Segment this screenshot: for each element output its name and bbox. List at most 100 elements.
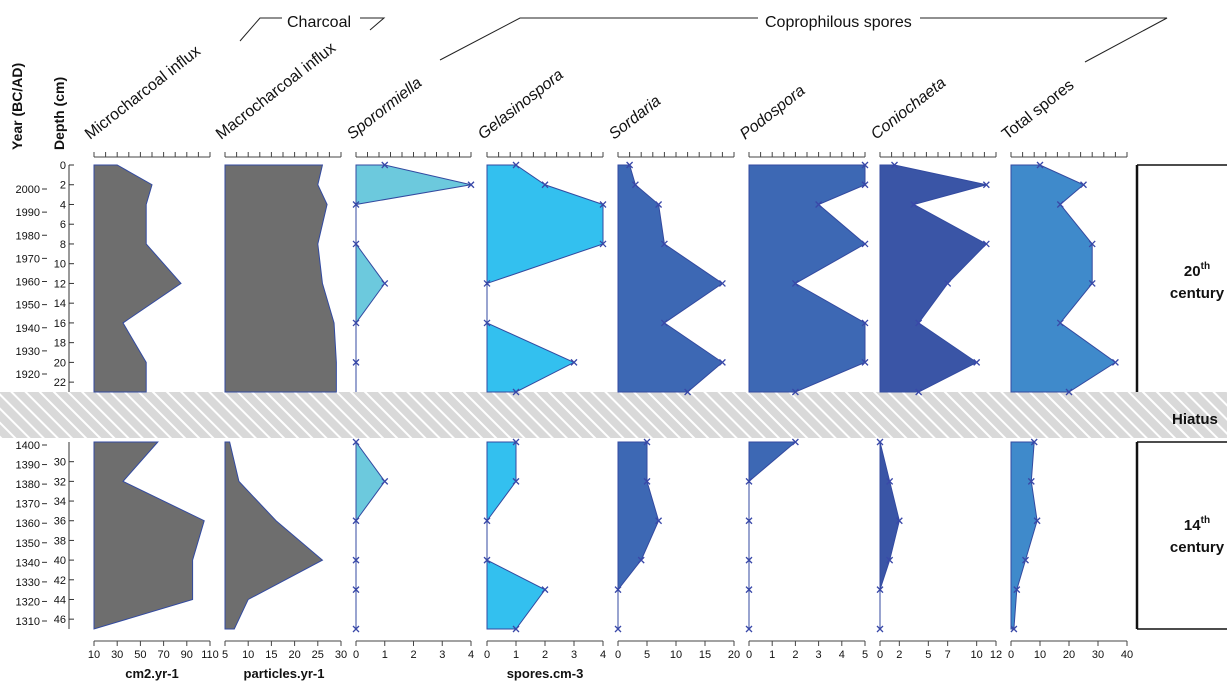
hiatus-band	[0, 392, 1227, 438]
data-point	[1056, 319, 1064, 327]
depth-tick-label: 40	[54, 555, 66, 567]
area-lower	[1010, 441, 1038, 630]
year-tick-label: 1370	[16, 499, 40, 511]
data-point	[643, 438, 651, 446]
panel-microcharcoal-influx: 10 30 50 70 90 110 Microcharcoal influx	[82, 43, 219, 661]
data-point	[352, 438, 360, 446]
series-label: Sporormiella	[344, 74, 425, 143]
data-point	[1088, 240, 1096, 248]
data-point	[982, 181, 990, 189]
unit-label-macro: particles.yr-1	[244, 666, 325, 681]
panel-tick-label: 4	[600, 649, 606, 661]
panel-tick-label: 1	[513, 649, 519, 661]
depth-tick-label: 10	[54, 259, 66, 271]
panel-tick-label: 10	[242, 649, 254, 661]
panel-tick-label: 15	[265, 649, 277, 661]
panel-tick-label: 0	[484, 649, 490, 661]
depth-tick-label: 14	[54, 298, 66, 310]
panel-tick-label: 25	[312, 649, 324, 661]
data-point	[1111, 358, 1119, 366]
data-point	[886, 556, 894, 564]
area-upper	[879, 164, 988, 393]
year-tick-label: 1960	[16, 277, 40, 289]
series-label: Podospora	[737, 82, 809, 143]
data-point	[599, 240, 607, 248]
year-tick-label: 1380	[16, 479, 40, 491]
period-20th-word: century	[1170, 285, 1225, 302]
depth-tick-label: 22	[54, 377, 66, 389]
period-14th-word: century	[1170, 539, 1225, 556]
area-lower	[748, 441, 797, 629]
data-point	[1022, 556, 1029, 564]
data-point	[1088, 279, 1096, 287]
depth-tick-label: 6	[60, 219, 66, 231]
depth-tick-label: 46	[54, 614, 66, 626]
panel-tick-label: 3	[571, 649, 577, 661]
data-point	[512, 477, 520, 485]
panel-tick-label: 10	[88, 649, 100, 661]
data-point	[1080, 181, 1087, 189]
data-point	[745, 586, 753, 594]
panel-tick-label: 40	[1121, 649, 1133, 661]
year-tick-label: 1950	[16, 300, 40, 312]
series-label: Gelasinospora	[475, 66, 567, 143]
depth-axis: 0246810121416182022303234363840424446200…	[16, 160, 74, 629]
panel-tick-label: 0	[1008, 649, 1014, 661]
area-upper	[224, 164, 337, 393]
data-point	[570, 358, 578, 366]
year-tick-label: 2000	[16, 184, 40, 196]
group-brackets	[239, 17, 1168, 63]
panel-macrocharcoal-influx: 5 10 15 20 25 30 Macrocharcoal influx	[213, 39, 347, 661]
depth-axis-title: Depth (cm)	[51, 77, 67, 150]
year-tick-label: 1310	[16, 616, 40, 628]
area-upper	[93, 164, 182, 393]
data-point	[1033, 517, 1041, 525]
data-point	[886, 477, 894, 485]
panel-tick-label: 30	[1092, 649, 1104, 661]
data-point	[483, 279, 491, 287]
panel-tick-label: 1	[382, 649, 388, 661]
data-point	[876, 625, 884, 633]
panel-tick-label: 70	[157, 649, 169, 661]
hiatus-label: Hiatus	[1172, 411, 1218, 428]
panel-total-spores: 0 10 20 30 40 Total spores	[999, 77, 1133, 661]
data-point	[891, 161, 898, 169]
year-tick-label: 1930	[16, 346, 40, 358]
area-lower	[879, 441, 900, 629]
depth-tick-label: 42	[54, 575, 66, 587]
data-point	[745, 556, 753, 564]
panel-tick-label: 10	[1034, 649, 1046, 661]
unit-label-spores: spores.cm-3	[507, 666, 584, 681]
depth-tick-label: 32	[54, 476, 66, 488]
panel-tick-label: 2	[410, 649, 416, 661]
data-point	[541, 181, 549, 189]
area-lower	[224, 441, 324, 630]
data-point	[352, 556, 360, 564]
panel-tick-label: 2	[896, 649, 902, 661]
panel-tick-label: 30	[335, 649, 347, 661]
group-label-charcoal: Charcoal	[287, 14, 351, 31]
data-point	[655, 201, 663, 208]
data-point	[915, 388, 923, 396]
series-label: Macrocharcoal influx	[213, 39, 339, 143]
panel-tick-label: 10	[971, 649, 983, 661]
data-point	[910, 201, 918, 208]
period-14th: 14th	[1184, 515, 1210, 534]
panel-tick-label: 0	[615, 649, 621, 661]
data-point	[660, 240, 668, 248]
depth-tick-label: 34	[54, 496, 66, 508]
panel-sordaria: 0 5 10 15 20 Sordaria	[606, 92, 740, 661]
depth-tick-label: 2	[60, 180, 66, 192]
year-tick-label: 1320	[16, 596, 40, 608]
data-point	[381, 161, 389, 169]
panel-tick-label: 5	[644, 649, 650, 661]
panel-tick-label: 10	[670, 649, 682, 661]
panel-tick-label: 20	[288, 649, 300, 661]
data-point	[876, 438, 884, 446]
data-point	[1036, 161, 1044, 169]
data-point	[614, 586, 622, 594]
data-point	[745, 477, 753, 485]
data-point	[512, 161, 520, 169]
data-point	[352, 240, 360, 248]
